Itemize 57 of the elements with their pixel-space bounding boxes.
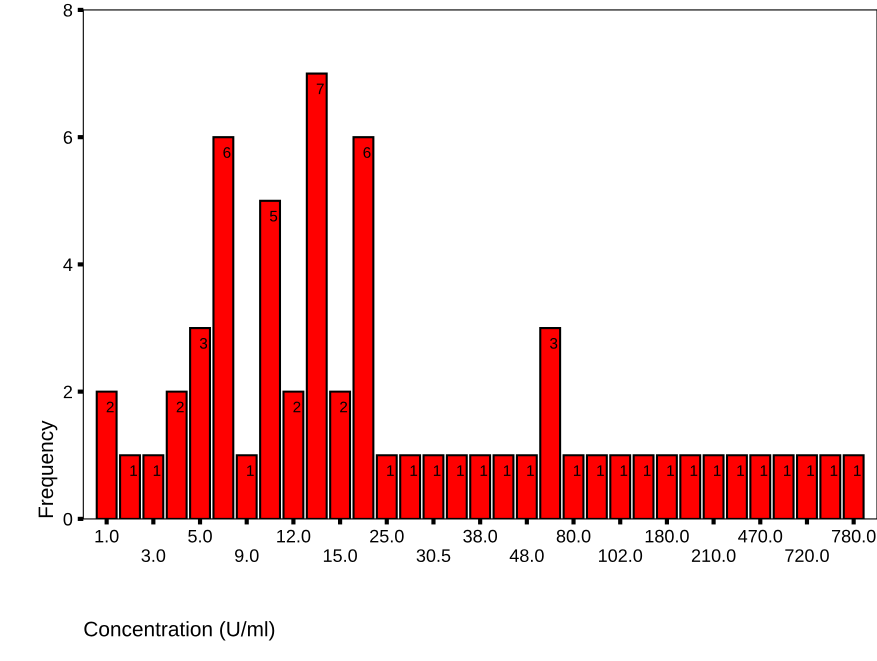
data-label: 1: [130, 465, 138, 476]
x-tick-label: 3.0: [141, 549, 166, 562]
data-label: 3: [550, 338, 558, 349]
data-label: 1: [480, 465, 488, 476]
data-label: 1: [247, 465, 254, 476]
y-tick-label: 0: [64, 512, 72, 526]
y-tick-label: 4: [63, 258, 72, 271]
x-tick-label: 470.0: [738, 530, 782, 543]
data-label: 1: [830, 465, 838, 476]
data-label: 1: [667, 465, 674, 476]
x-tick-label: 12.0: [277, 530, 310, 543]
x-tick-label: 38.0: [463, 530, 498, 543]
data-label: 1: [760, 465, 768, 476]
x-tick-label: 15.0: [324, 549, 357, 562]
data-label: 1: [737, 465, 744, 476]
data-label: 6: [223, 147, 230, 158]
data-label: 6: [363, 147, 371, 158]
y-axis-title: Frequency: [38, 420, 58, 518]
data-label: 1: [387, 465, 394, 476]
y-tick-label: 6: [64, 131, 72, 144]
x-tick-label: 9.0: [235, 549, 259, 562]
data-label: 1: [434, 465, 440, 476]
data-label: 2: [340, 402, 348, 412]
x-tick-label: 1.0: [95, 530, 119, 543]
x-tick-label: 80.0: [556, 530, 590, 543]
data-label: 1: [154, 465, 160, 476]
y-tick-label: 2: [64, 386, 72, 398]
data-label: 1: [784, 465, 791, 476]
data-label: 1: [457, 465, 464, 476]
data-label: 1: [644, 465, 651, 476]
x-tick-label: 30.5: [416, 549, 450, 562]
x-tick-label: 780.0: [832, 530, 876, 543]
y-tick-label: 8: [64, 4, 72, 17]
x-tick-label: 720.0: [785, 549, 829, 562]
data-label: 1: [690, 465, 698, 476]
x-axis-title: Concentration (U/ml): [84, 621, 274, 641]
data-label: 1: [714, 465, 721, 476]
x-tick-label: 48.0: [510, 549, 544, 562]
data-label: 1: [807, 465, 814, 476]
data-label: 3: [200, 338, 208, 349]
data-label: 2: [293, 402, 300, 412]
data-label: 1: [410, 465, 418, 476]
data-label: 1: [597, 465, 604, 476]
x-tick-label: 102.0: [599, 549, 642, 562]
data-label: 5: [270, 210, 278, 222]
data-label: 1: [854, 465, 861, 476]
x-tick-label: 180.0: [646, 530, 689, 543]
x-tick-label: 25.0: [370, 530, 404, 543]
data-label: 7: [316, 84, 324, 94]
data-label: 1: [527, 465, 534, 476]
x-tick-label: 210.0: [692, 549, 736, 562]
data-label: 1: [574, 465, 581, 476]
data-label: 1: [504, 465, 511, 476]
data-label: 1: [620, 465, 628, 476]
data-label: 2: [106, 402, 114, 412]
data-label: 2: [176, 402, 184, 412]
x-tick-label: 5.0: [188, 530, 212, 543]
